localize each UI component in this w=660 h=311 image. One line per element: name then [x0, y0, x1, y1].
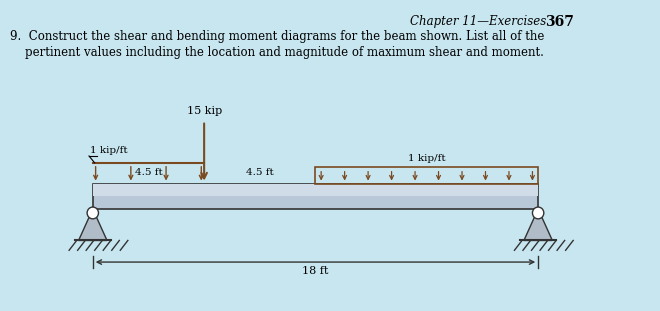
Text: Chapter 11—Exercises: Chapter 11—Exercises	[411, 15, 546, 28]
Text: 1 kip/ft: 1 kip/ft	[408, 154, 446, 163]
Text: 367: 367	[544, 15, 574, 29]
Circle shape	[87, 207, 98, 219]
Text: 9.  Construct the shear and bending moment diagrams for the beam shown. List all: 9. Construct the shear and bending momen…	[11, 30, 544, 43]
Text: 1 kip/ft: 1 kip/ft	[90, 146, 127, 155]
Polygon shape	[79, 209, 107, 240]
Text: 15 kip: 15 kip	[187, 106, 222, 116]
Text: pertinent values including the location and magnitude of maximum shear and momen: pertinent values including the location …	[11, 46, 544, 59]
Text: 4.5 ft: 4.5 ft	[135, 168, 162, 177]
Text: 18 ft: 18 ft	[302, 266, 329, 276]
Bar	[93, 184, 538, 196]
Bar	[315, 167, 538, 184]
Text: 4.5 ft: 4.5 ft	[246, 168, 274, 177]
Polygon shape	[524, 209, 552, 240]
Bar	[93, 184, 538, 209]
Circle shape	[533, 207, 544, 219]
